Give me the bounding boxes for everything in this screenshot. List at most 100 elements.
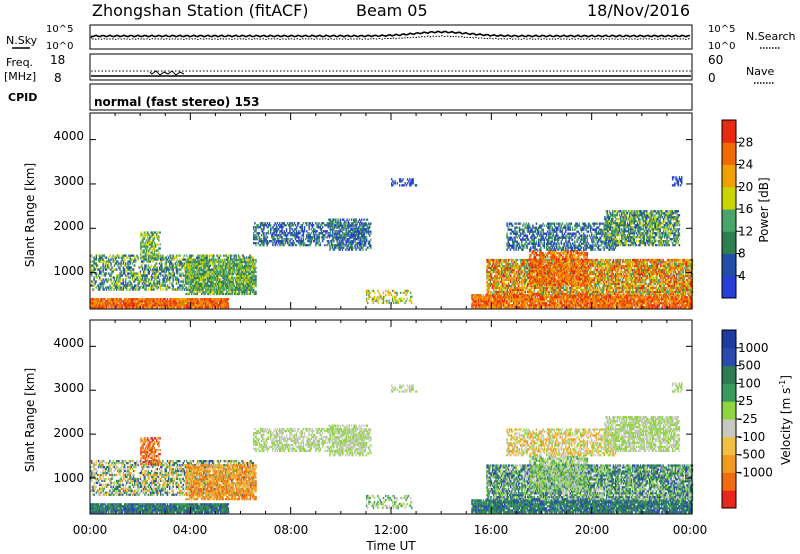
heatmap-cell — [157, 268, 158, 270]
heatmap-cell — [110, 262, 111, 264]
heatmap-cell — [163, 278, 164, 280]
heatmap-cell — [92, 282, 93, 284]
heatmap-cell — [132, 284, 133, 286]
heatmap-cell — [167, 288, 168, 290]
heatmap-cell — [195, 270, 196, 272]
heatmap-cell — [151, 278, 152, 280]
heatmap-cell — [181, 266, 182, 268]
heatmap-cell — [102, 258, 103, 260]
heatmap-cell — [125, 282, 126, 284]
heatmap-cell — [179, 258, 180, 260]
heatmap-cell — [141, 280, 142, 282]
heatmap-cell — [96, 280, 97, 282]
heatmap-cell — [149, 278, 150, 280]
noise-right-label: N.Search — [746, 30, 796, 43]
heatmap-cell — [113, 255, 114, 257]
heatmap-cell — [227, 300, 228, 302]
heatmap-cell — [150, 280, 151, 282]
rti-plot: Zhongshan Station (fitACF) Beam 05 18/No… — [0, 0, 800, 554]
heatmap-cell — [125, 264, 126, 266]
heatmap-cell — [121, 272, 122, 274]
heatmap-cell — [92, 264, 93, 266]
heatmap-cell — [145, 264, 146, 266]
heatmap-cell — [160, 288, 161, 290]
heatmap-cell — [165, 276, 166, 278]
heatmap-cell — [136, 286, 137, 288]
heatmap-cell — [154, 264, 155, 266]
heatmap-cell — [169, 264, 170, 266]
heatmap-cell — [180, 268, 181, 270]
heatmap-cell — [184, 262, 185, 264]
heatmap-cell — [104, 260, 105, 262]
heatmap-cell — [177, 262, 178, 264]
heatmap-cell — [172, 264, 173, 266]
heatmap-cell — [108, 306, 109, 308]
heatmap-cell — [93, 288, 94, 290]
heatmap-cell — [152, 260, 153, 262]
heatmap-cell — [133, 270, 134, 272]
heatmap-cell — [117, 264, 118, 266]
heatmap-cell — [167, 284, 168, 286]
heatmap-cell — [140, 276, 141, 278]
heatmap-cell — [152, 306, 153, 308]
heatmap-cell — [184, 264, 185, 266]
heatmap-cell — [131, 260, 132, 262]
heatmap-cell — [123, 266, 124, 268]
heatmap-cell — [97, 272, 98, 274]
heatmap-cell — [143, 286, 144, 288]
heatmap-cell — [209, 257, 210, 259]
heatmap-cell — [131, 266, 132, 268]
heatmap-cell — [145, 278, 146, 280]
heatmap-cell — [153, 280, 154, 282]
heatmap-cell — [109, 284, 110, 286]
heatmap-cell — [145, 280, 146, 282]
heatmap-cell — [228, 304, 229, 306]
heatmap-cell — [140, 272, 141, 274]
freq-left-unit: [MHz] — [4, 70, 36, 83]
heatmap-cell — [119, 268, 120, 270]
heatmap-cell — [156, 272, 157, 274]
heatmap-cell — [114, 264, 115, 266]
heatmap-cell — [121, 286, 122, 288]
heatmap-cell — [119, 266, 120, 268]
heatmap-cell — [193, 255, 194, 257]
heatmap-cell — [160, 286, 161, 288]
heatmap-cell — [108, 286, 109, 288]
heatmap-cell — [135, 274, 136, 276]
heatmap-cell — [158, 276, 159, 278]
heatmap-cell — [125, 255, 126, 257]
heatmap-cell — [123, 282, 124, 284]
heatmap-cell — [180, 276, 181, 278]
heatmap-cell — [108, 257, 109, 259]
heatmap-cell — [167, 276, 168, 278]
heatmap-cell — [212, 306, 213, 308]
heatmap-cell — [116, 288, 117, 290]
heatmap-cell — [133, 268, 134, 270]
heatmap-cell — [102, 284, 103, 286]
heatmap-cell — [126, 270, 127, 272]
heatmap-cell — [151, 282, 152, 284]
heatmap-cell — [114, 288, 115, 290]
heatmap-cell — [183, 278, 184, 280]
heatmap-cell — [137, 284, 138, 286]
heatmap-cell — [179, 288, 180, 290]
heatmap-cell — [96, 274, 97, 276]
heatmap-cell — [192, 306, 193, 308]
heatmap-cell — [116, 284, 117, 286]
heatmap-cell — [100, 260, 101, 262]
heatmap-cell — [127, 262, 128, 264]
heatmap-cell — [172, 255, 173, 257]
heatmap-cell — [116, 262, 117, 264]
noise-left-label: N.Sky — [6, 34, 38, 47]
heatmap-cell — [142, 278, 143, 280]
noise-sky-trace — [91, 31, 690, 36]
heatmap-cell — [130, 276, 131, 278]
heatmap-cell — [117, 302, 118, 304]
heatmap-cell — [125, 280, 126, 282]
heatmap-cell — [139, 288, 140, 290]
heatmap-cell — [145, 282, 146, 284]
freq-left-tick-top: 18 — [50, 53, 65, 67]
heatmap-cell — [156, 278, 157, 280]
heatmap-cell — [168, 274, 169, 276]
heatmap-cell — [145, 266, 146, 268]
